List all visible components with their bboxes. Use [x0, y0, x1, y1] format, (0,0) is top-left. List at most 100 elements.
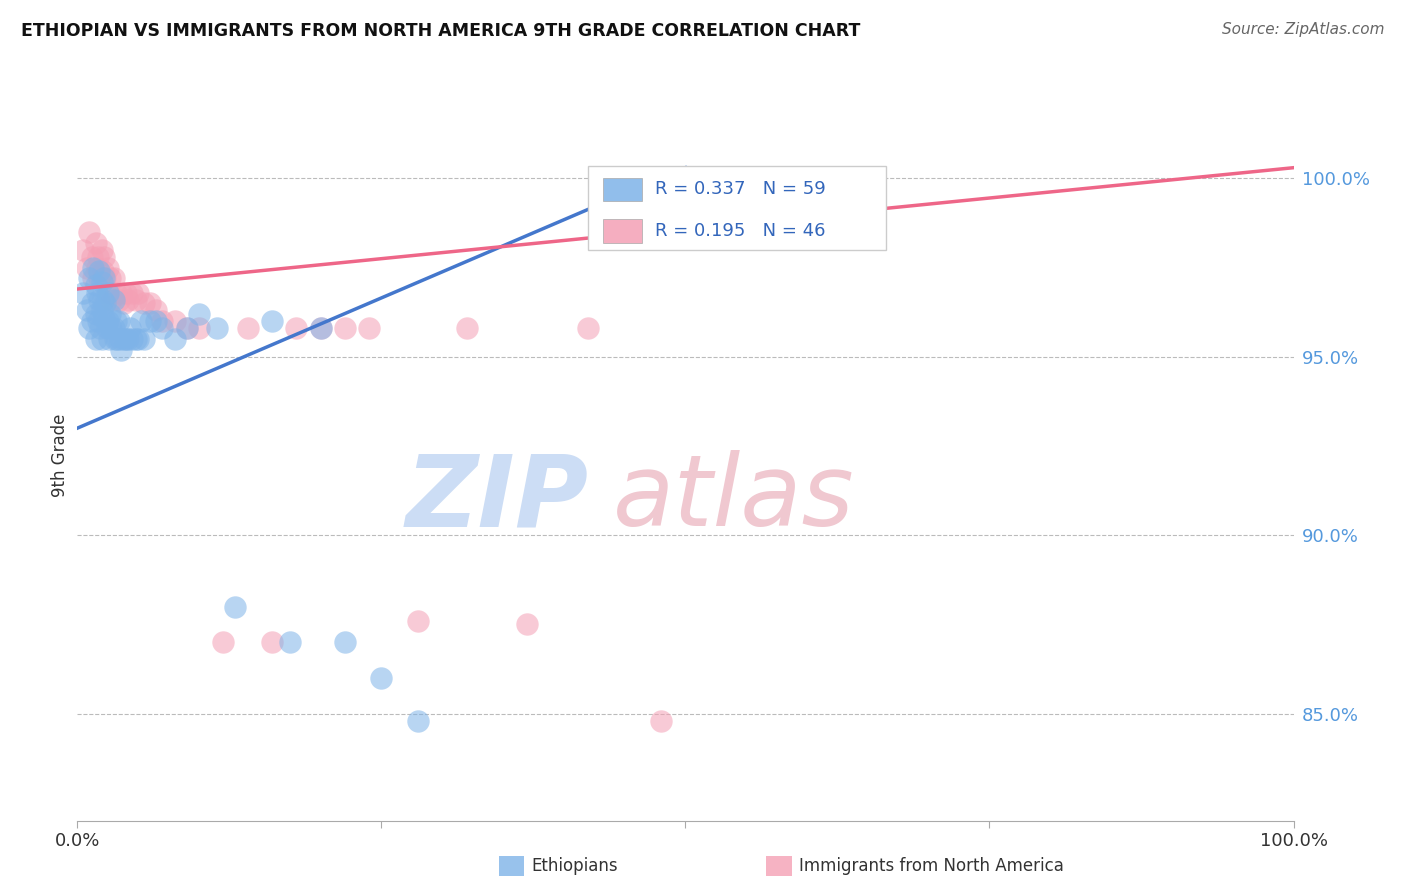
Point [278, 635, 301, 649]
Point [127, 332, 149, 346]
Point [86, 260, 108, 275]
Point [152, 314, 174, 328]
Point [97, 285, 120, 300]
Point [86, 285, 108, 300]
Point [97, 285, 120, 300]
Point [105, 285, 128, 300]
Point [121, 332, 143, 346]
Point [121, 285, 143, 300]
Point [90, 332, 112, 346]
Point [110, 343, 132, 357]
Point [359, 321, 381, 335]
Point [93, 250, 115, 264]
Point [80, 314, 103, 328]
Point [145, 303, 167, 318]
Point [115, 285, 138, 300]
Point [72, 285, 94, 300]
Point [87, 250, 110, 264]
Point [650, 714, 672, 728]
Point [112, 296, 135, 310]
Point [107, 293, 129, 307]
Point [117, 293, 139, 307]
Point [188, 307, 211, 321]
Point [456, 321, 478, 335]
Point [82, 260, 104, 275]
Point [134, 296, 156, 310]
Point [105, 314, 128, 328]
Point [516, 617, 538, 632]
Point [285, 321, 308, 335]
Point [91, 293, 114, 307]
Point [103, 293, 125, 307]
Point [97, 260, 120, 275]
Point [145, 314, 167, 328]
Point [176, 321, 198, 335]
Point [87, 314, 110, 328]
Point [94, 296, 117, 310]
Text: Immigrants from North America: Immigrants from North America [799, 857, 1063, 875]
Text: ETHIOPIAN VS IMMIGRANTS FROM NORTH AMERICA 9TH GRADE CORRELATION CHART: ETHIOPIAN VS IMMIGRANTS FROM NORTH AMERI… [21, 22, 860, 40]
Point [406, 614, 429, 628]
Point [93, 310, 115, 325]
Point [224, 599, 246, 614]
Point [188, 321, 211, 335]
Point [89, 293, 111, 307]
Point [309, 321, 332, 335]
Text: Ethiopians: Ethiopians [531, 857, 619, 875]
Point [100, 321, 122, 335]
Point [309, 321, 332, 335]
Point [103, 271, 125, 285]
Point [100, 293, 122, 307]
Point [127, 285, 149, 300]
Point [260, 635, 283, 649]
Point [110, 285, 132, 300]
Text: atlas: atlas [613, 450, 853, 548]
Text: R = 0.195   N = 46: R = 0.195 N = 46 [655, 222, 825, 240]
Point [80, 250, 103, 264]
Point [260, 314, 283, 328]
Point [152, 321, 174, 335]
Point [91, 264, 114, 278]
Point [139, 296, 162, 310]
Point [89, 264, 111, 278]
Point [84, 307, 107, 321]
Point [89, 271, 111, 285]
Point [117, 332, 139, 346]
Point [576, 321, 599, 335]
Point [236, 321, 259, 335]
Point [107, 314, 129, 328]
Point [134, 332, 156, 346]
Y-axis label: 9th Grade: 9th Grade [51, 413, 69, 497]
Point [79, 321, 101, 335]
Point [205, 321, 228, 335]
FancyBboxPatch shape [603, 178, 641, 201]
Point [89, 321, 111, 335]
Point [104, 332, 127, 346]
Point [90, 275, 112, 289]
Point [115, 332, 138, 346]
Point [98, 307, 121, 321]
Point [139, 314, 162, 328]
Point [97, 314, 120, 328]
Point [212, 635, 235, 649]
Point [94, 271, 117, 285]
Point [96, 321, 118, 335]
Point [333, 635, 356, 649]
Point [93, 271, 115, 285]
Point [112, 332, 135, 346]
Point [129, 314, 152, 328]
Point [163, 314, 186, 328]
Point [125, 332, 148, 346]
Point [333, 321, 356, 335]
Point [118, 321, 141, 335]
Point [98, 271, 121, 285]
Text: Source: ZipAtlas.com: Source: ZipAtlas.com [1222, 22, 1385, 37]
Point [97, 332, 120, 346]
Point [84, 332, 107, 346]
Point [406, 714, 429, 728]
Point [125, 293, 148, 307]
Point [72, 243, 94, 257]
Point [103, 321, 125, 335]
FancyBboxPatch shape [603, 219, 641, 243]
Point [79, 225, 101, 239]
